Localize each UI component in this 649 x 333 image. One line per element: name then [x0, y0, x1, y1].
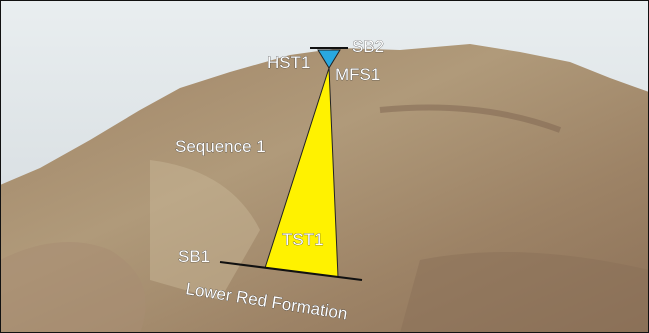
label-sequence: Sequence 1: [175, 137, 266, 156]
label-sb2: SB2: [352, 37, 384, 56]
label-hst1: HST1: [267, 53, 310, 72]
label-sb1: SB1: [178, 247, 210, 266]
lower-slope: [400, 252, 649, 333]
annotated-photo: SB2 HST1 MFS1 Sequence 1 TST1 SB1 Lower …: [0, 0, 649, 333]
label-tst1: TST1: [282, 230, 324, 249]
label-mfs1: MFS1: [335, 65, 380, 84]
